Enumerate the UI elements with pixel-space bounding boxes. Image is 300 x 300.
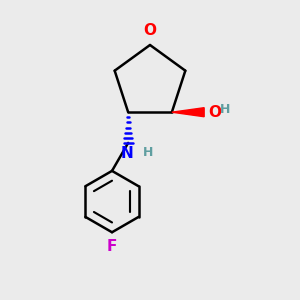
Text: N: N	[120, 146, 133, 161]
Polygon shape	[172, 108, 204, 117]
Text: O: O	[143, 23, 157, 38]
Text: F: F	[107, 239, 117, 254]
Text: O: O	[208, 105, 221, 120]
Text: H: H	[220, 103, 231, 116]
Text: H: H	[143, 146, 153, 159]
